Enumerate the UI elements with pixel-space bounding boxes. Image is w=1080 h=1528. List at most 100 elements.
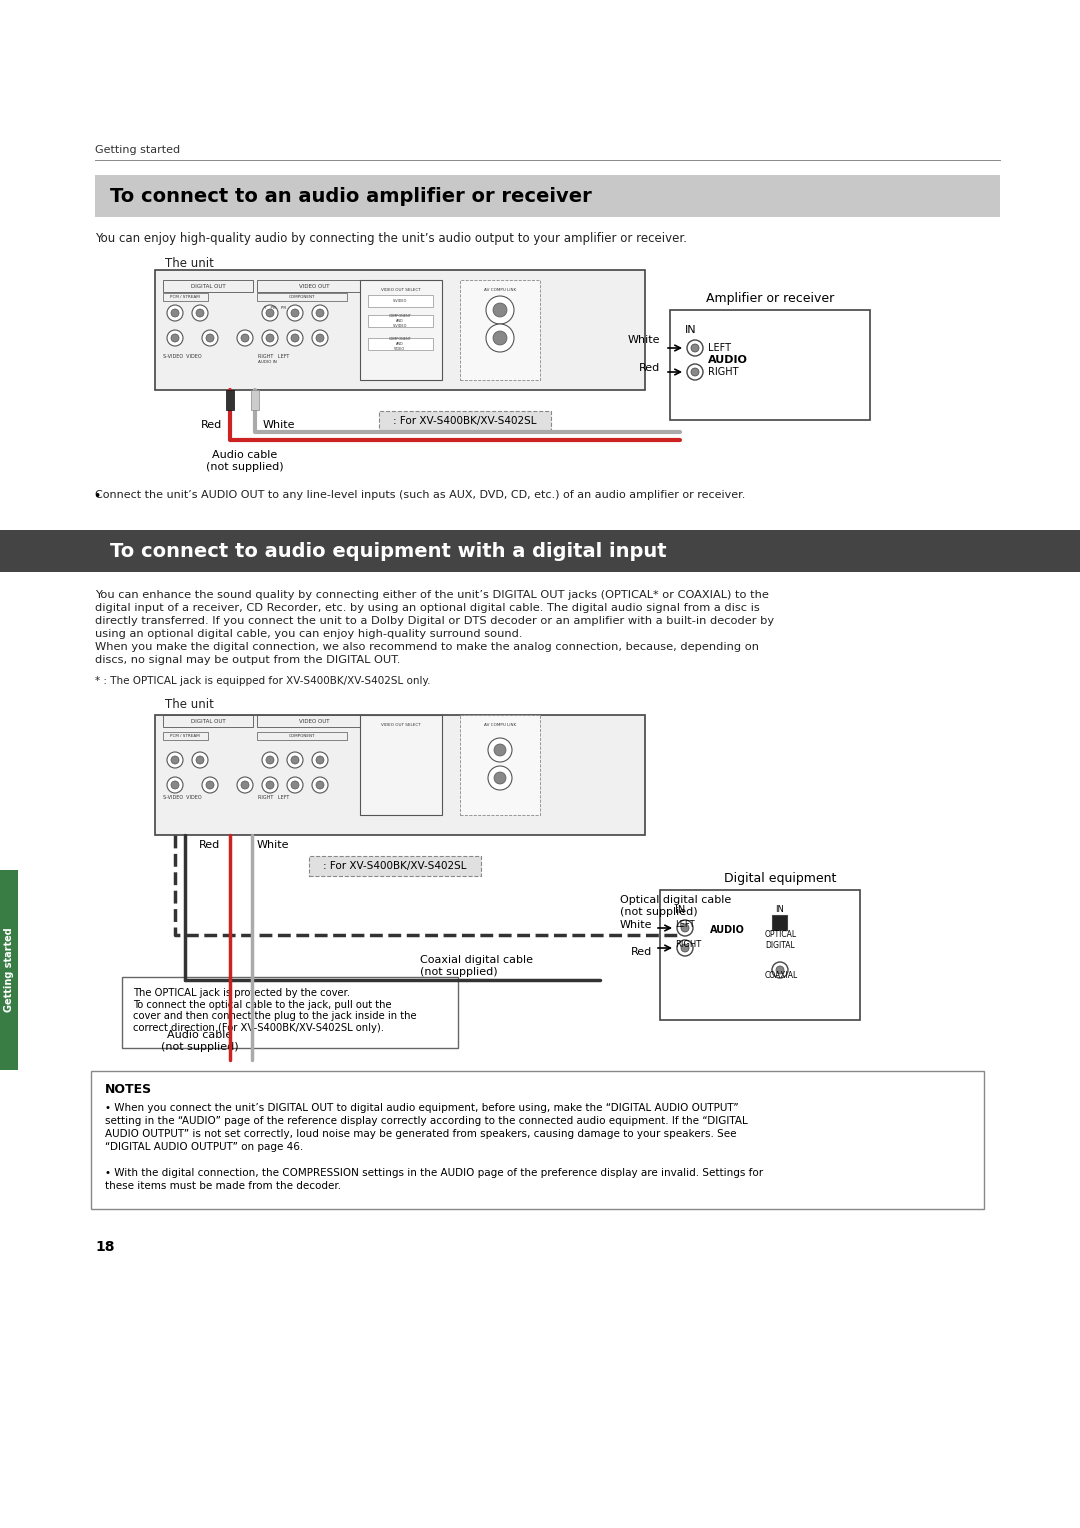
Text: Red: Red: [638, 364, 660, 373]
Circle shape: [316, 781, 324, 788]
Circle shape: [291, 781, 299, 788]
Text: COMPONENT
AND
VIDEO: COMPONENT AND VIDEO: [389, 338, 411, 350]
Text: VIDEO OUT SELECT: VIDEO OUT SELECT: [381, 723, 421, 727]
Text: Amplifier or receiver: Amplifier or receiver: [706, 292, 834, 306]
Circle shape: [486, 296, 514, 324]
Circle shape: [316, 335, 324, 342]
Text: AV COMPU LINK: AV COMPU LINK: [484, 723, 516, 727]
Circle shape: [287, 330, 303, 345]
Circle shape: [772, 963, 788, 978]
Text: using an optional digital cable, you can enjoy high-quality surround sound.: using an optional digital cable, you can…: [95, 630, 523, 639]
Text: AUDIO: AUDIO: [708, 354, 747, 365]
Text: digital input of a receiver, CD Recorder, etc. by using an optional digital cabl: digital input of a receiver, CD Recorder…: [95, 604, 759, 613]
Text: You can enjoy high-quality audio by connecting the unit’s audio output to your a: You can enjoy high-quality audio by conn…: [95, 232, 687, 244]
Text: RIGHT   LEFT: RIGHT LEFT: [258, 353, 289, 359]
Text: RIGHT: RIGHT: [708, 367, 739, 377]
Circle shape: [312, 778, 328, 793]
Circle shape: [171, 309, 179, 316]
Bar: [163, 280, 253, 292]
Circle shape: [488, 738, 512, 762]
Text: VIDEO OUT: VIDEO OUT: [299, 284, 329, 289]
Text: White: White: [627, 335, 660, 345]
Circle shape: [687, 364, 703, 380]
Circle shape: [202, 330, 218, 345]
Text: discs, no signal may be output from the DIGITAL OUT.: discs, no signal may be output from the …: [95, 656, 401, 665]
Circle shape: [266, 781, 274, 788]
Text: To connect to audio equipment with a digital input: To connect to audio equipment with a dig…: [110, 541, 666, 561]
Text: COMPONENT: COMPONENT: [288, 733, 315, 738]
Text: : For XV-S400BK/XV-S402SL: : For XV-S400BK/XV-S402SL: [323, 860, 467, 871]
Circle shape: [687, 341, 703, 356]
Text: • When you connect the unit’s DIGITAL OUT to digital audio equipment, before usi: • When you connect the unit’s DIGITAL OU…: [105, 1103, 739, 1112]
Circle shape: [237, 330, 253, 345]
Text: The unit: The unit: [165, 257, 214, 270]
Circle shape: [287, 778, 303, 793]
Circle shape: [241, 335, 249, 342]
Circle shape: [312, 330, 328, 345]
FancyBboxPatch shape: [156, 715, 645, 834]
Text: directly transferred. If you connect the unit to a Dolby Digital or DTS decoder : directly transferred. If you connect the…: [95, 616, 774, 626]
Text: setting in the “AUDIO” page of the reference display correctly according to the : setting in the “AUDIO” page of the refer…: [105, 1115, 747, 1126]
Circle shape: [486, 324, 514, 351]
Circle shape: [192, 752, 208, 769]
Text: To connect to an audio amplifier or receiver: To connect to an audio amplifier or rece…: [110, 186, 592, 205]
Text: White: White: [620, 920, 652, 931]
FancyBboxPatch shape: [0, 869, 18, 1070]
Circle shape: [192, 306, 208, 321]
Circle shape: [195, 309, 204, 316]
Circle shape: [691, 344, 699, 351]
Text: IN: IN: [675, 905, 685, 915]
Circle shape: [492, 303, 507, 316]
Circle shape: [262, 306, 278, 321]
Text: White: White: [257, 840, 289, 850]
FancyBboxPatch shape: [95, 176, 1000, 217]
Bar: [257, 732, 347, 740]
Bar: [257, 280, 372, 292]
Bar: [257, 715, 372, 727]
Text: Red: Red: [631, 947, 652, 957]
Circle shape: [266, 756, 274, 764]
Text: IN: IN: [775, 905, 784, 914]
Circle shape: [681, 944, 689, 952]
Text: S-VIDEO: S-VIDEO: [393, 299, 407, 303]
Circle shape: [494, 772, 507, 784]
Text: S-VIDEO  VIDEO: S-VIDEO VIDEO: [163, 353, 202, 359]
Circle shape: [171, 781, 179, 788]
Circle shape: [677, 920, 693, 937]
Circle shape: [167, 752, 183, 769]
Text: IN: IN: [685, 325, 697, 335]
Circle shape: [206, 781, 214, 788]
Text: White: White: [264, 420, 296, 429]
Circle shape: [777, 966, 784, 973]
Circle shape: [266, 309, 274, 316]
Circle shape: [312, 752, 328, 769]
Text: these items must be made from the decoder.: these items must be made from the decode…: [105, 1181, 341, 1190]
Text: S-VIDEO  VIDEO: S-VIDEO VIDEO: [163, 795, 202, 799]
Bar: [163, 293, 208, 301]
Text: Audio cable
(not supplied): Audio cable (not supplied): [206, 451, 284, 472]
FancyBboxPatch shape: [379, 411, 551, 431]
Text: OPTICAL
DIGITAL: OPTICAL DIGITAL: [765, 931, 797, 950]
Bar: [772, 915, 787, 931]
Text: AUDIO IN: AUDIO IN: [258, 361, 276, 364]
Circle shape: [262, 330, 278, 345]
Text: AV COMPU LINK: AV COMPU LINK: [484, 287, 516, 292]
FancyBboxPatch shape: [91, 1071, 984, 1209]
Text: COAXIAL: COAXIAL: [765, 970, 798, 979]
Text: COMPONENT: COMPONENT: [288, 295, 315, 299]
Text: Audio cable
(not supplied): Audio cable (not supplied): [161, 1030, 239, 1051]
Text: Coaxial digital cable
(not supplied): Coaxial digital cable (not supplied): [420, 955, 534, 976]
Text: RIGHT   LEFT: RIGHT LEFT: [258, 795, 289, 799]
Bar: [360, 280, 442, 380]
Circle shape: [195, 756, 204, 764]
FancyBboxPatch shape: [670, 310, 870, 420]
Circle shape: [202, 778, 218, 793]
Text: “DIGITAL AUDIO OUTPUT” on page 46.: “DIGITAL AUDIO OUTPUT” on page 46.: [105, 1141, 303, 1152]
Bar: [368, 295, 433, 307]
FancyBboxPatch shape: [122, 976, 458, 1048]
Text: PCM / STREAM: PCM / STREAM: [171, 295, 200, 299]
Bar: [251, 390, 259, 410]
Circle shape: [291, 756, 299, 764]
Circle shape: [291, 335, 299, 342]
Circle shape: [287, 306, 303, 321]
